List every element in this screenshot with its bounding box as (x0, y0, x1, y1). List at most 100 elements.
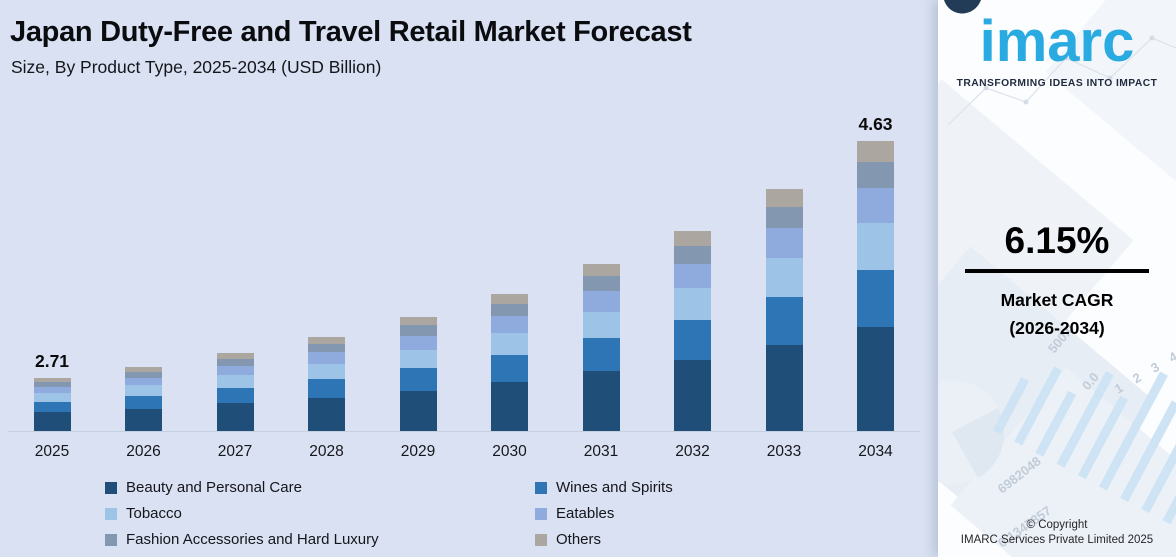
bar-segment-beauty-and-personal-care (857, 327, 894, 432)
bar-segment-beauty-and-personal-care (582, 371, 620, 432)
cagr-divider (965, 269, 1149, 273)
copyright: © Copyright IMARC Services Private Limit… (938, 518, 1176, 548)
bar-segment-eatables (125, 377, 162, 386)
bar-segment-others (491, 294, 528, 305)
bar-segment-wines-and-spirits (857, 269, 894, 327)
bar-2031 (582, 264, 620, 432)
legend-swatch (535, 481, 547, 494)
bar-segment-wines-and-spirits (765, 296, 803, 345)
cagr-period: (2026-2034) (1009, 318, 1105, 338)
imarc-tagline: TRANSFORMING IDEAS INTO IMPACT (956, 77, 1158, 89)
bar-2032 (674, 231, 711, 432)
bar-segment-wines-and-spirits (399, 367, 437, 391)
x-tick-2031: 2031 (583, 443, 619, 460)
legend-label: Beauty and Personal Care (126, 479, 302, 496)
watermark-sheets (938, 0, 1176, 557)
bar-segment-wines-and-spirits (491, 355, 528, 383)
bar-segment-tobacco (674, 288, 711, 321)
bar-segment-tobacco (125, 385, 162, 396)
bar-segment-fashion-accessories-and-hard-luxury (857, 162, 894, 189)
cagr-value: 6.15% (1004, 220, 1110, 261)
x-tick-2029: 2029 (400, 443, 436, 460)
bar-2025 (33, 378, 71, 432)
cagr-label: Market CAGR (1000, 290, 1114, 310)
copyright-line2: IMARC Services Private Limited 2025 (960, 534, 1154, 546)
watermark-corner-shape (944, 0, 981, 14)
watermark-graphics: 500.0 0.0 1 2 3 4 6982048 0.1347857 (938, 0, 1176, 557)
bar-segment-beauty-and-personal-care (765, 344, 803, 432)
bar-segment-tobacco (33, 393, 71, 402)
x-tick-2030: 2030 (492, 443, 527, 460)
bar-segment-tobacco (765, 257, 803, 297)
bar-segment-others (765, 189, 803, 207)
bar-segment-wines-and-spirits (216, 387, 254, 404)
legend-item-wines-and-spirits: Wines and Spirits (535, 479, 673, 496)
bar-segment-eatables (857, 188, 894, 224)
watermark-bar-chart (993, 366, 1176, 525)
bar-2026 (125, 367, 162, 432)
legend-swatch (105, 533, 117, 546)
bar-2033 (765, 189, 803, 432)
legend-item-fashion-accessories-and-hard-luxury: Fashion Accessories and Hard Luxury (105, 531, 535, 548)
chart-subtitle: Size, By Product Type, 2025-2034 (USD Bi… (11, 57, 382, 77)
bar-segment-eatables (308, 352, 345, 364)
legend-label: Fashion Accessories and Hard Luxury (126, 531, 379, 548)
copyright-line1: © Copyright (1026, 519, 1088, 531)
bar-segment-beauty-and-personal-care (33, 412, 71, 432)
bar-segment-eatables (765, 228, 803, 258)
bar-segment-others (582, 264, 620, 277)
bar-2028 (308, 337, 345, 432)
x-tick-2025: 2025 (34, 443, 70, 460)
bar-segment-wines-and-spirits (33, 401, 71, 413)
x-tick-2032: 2032 (675, 443, 710, 460)
bar-segment-fashion-accessories-and-hard-luxury (125, 371, 162, 378)
bar-segment-fashion-accessories-and-hard-luxury (582, 276, 620, 292)
bar-2034 (857, 141, 894, 432)
x-tick-2034: 2034 (858, 443, 893, 460)
sidebar: 500.0 0.0 1 2 3 4 6982048 0.1347857 imar… (938, 0, 1176, 557)
legend-label: Eatables (556, 505, 615, 522)
legend: Beauty and Personal Care Wines and Spirit… (105, 479, 673, 548)
bar-segment-beauty-and-personal-care (216, 403, 254, 432)
legend-label: Others (556, 531, 602, 548)
bar-value-label-2025: 2.71 (34, 351, 70, 371)
bar-segment-others (33, 378, 71, 382)
bar-segment-others (674, 231, 711, 246)
chart-title: Japan Duty-Free and Travel Retail Market… (10, 16, 692, 48)
x-tick-2028: 2028 (309, 443, 344, 460)
bar-segment-eatables (399, 335, 437, 350)
legend-item-others: Others (535, 531, 673, 548)
legend-item-tobacco: Tobacco (105, 505, 535, 522)
bar-segment-beauty-and-personal-care (674, 359, 711, 432)
bar-value-label-2034: 4.63 (858, 114, 893, 134)
bar-segment-fashion-accessories-and-hard-luxury (399, 325, 437, 336)
bar-segment-tobacco (308, 363, 345, 380)
bar-segment-fashion-accessories-and-hard-luxury (308, 344, 345, 353)
imarc-logo: imarc TRANSFORMING IDEAS INTO IMPACT (938, 6, 1176, 89)
bar-segment-tobacco (582, 311, 620, 339)
bar-segment-others (125, 367, 162, 372)
x-axis-line (8, 431, 920, 432)
bar-segment-tobacco (399, 349, 437, 368)
bar-segment-fashion-accessories-and-hard-luxury (765, 206, 803, 229)
bar-segment-eatables (674, 263, 711, 289)
legend-label: Tobacco (126, 505, 182, 522)
bar-segment-others (308, 337, 345, 344)
bar-segment-fashion-accessories-and-hard-luxury (674, 245, 711, 264)
bar-segment-eatables (582, 291, 620, 312)
bar-2029 (399, 317, 437, 432)
x-tick-2026: 2026 (126, 443, 161, 460)
bar-2030 (491, 294, 528, 432)
legend-swatch (535, 507, 547, 520)
x-tick-2027: 2027 (217, 443, 253, 460)
x-tick-2033: 2033 (766, 443, 802, 460)
legend-item-beauty-and-personal-care: Beauty and Personal Care (105, 479, 535, 496)
bar-segment-tobacco (216, 375, 254, 388)
bar-segment-wines-and-spirits (308, 379, 345, 398)
bar-segment-wines-and-spirits (674, 320, 711, 360)
legend-swatch (105, 507, 117, 520)
watermark-pie-slice (952, 408, 1005, 478)
bar-segment-others (216, 353, 254, 359)
watermark-number: 1 2 3 4 (1112, 346, 1176, 396)
